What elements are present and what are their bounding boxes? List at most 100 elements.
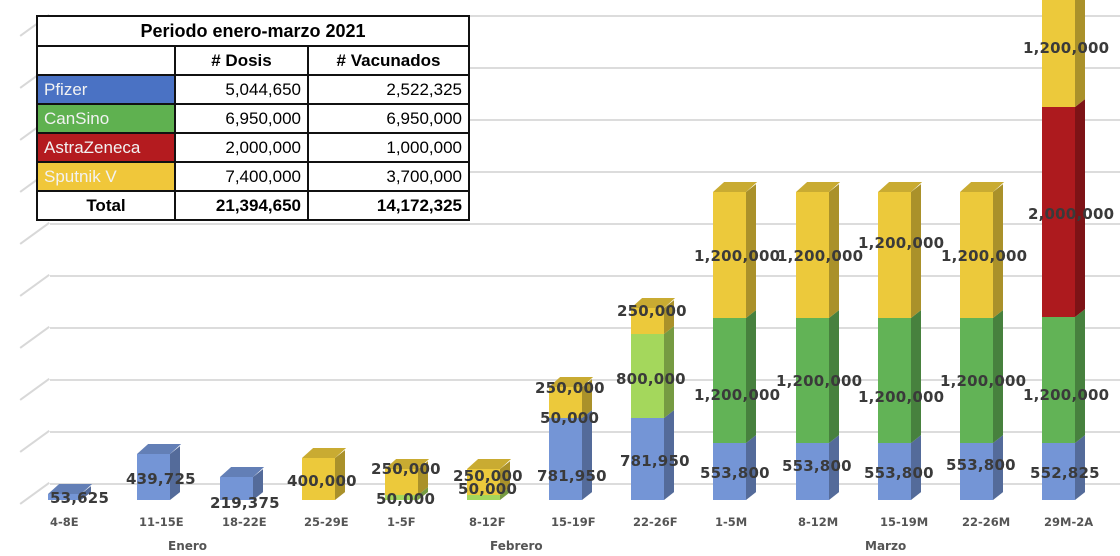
- table-row-pfizer: Pfizer 5,044,650 2,522,325: [36, 74, 470, 105]
- x-tick-label: 29M-2A: [1044, 515, 1094, 529]
- bar-segment-pfizer: [796, 435, 839, 500]
- data-label: 439,725: [126, 470, 196, 488]
- data-label: 250,000: [535, 379, 605, 397]
- bar-segment-pfizer: [549, 410, 592, 500]
- table-row-total: Total 21,394,650 14,172,325: [36, 190, 470, 221]
- vaccine-name: AstraZeneca: [36, 132, 176, 163]
- bar-segment-sputnik: [385, 461, 428, 495]
- vacunados-value: 6,950,000: [307, 103, 470, 134]
- gridline-depth: [19, 273, 50, 297]
- data-label: 2,000,000: [1028, 205, 1115, 223]
- gridline: [50, 171, 1120, 173]
- gridline: [50, 15, 1120, 17]
- vaccine-name: Pfizer: [36, 74, 176, 105]
- bar-segment-pfizer: [631, 410, 674, 500]
- data-label: 1,200,000: [776, 372, 863, 390]
- bar-segment-pfizer: [220, 469, 263, 500]
- data-label: 781,950: [537, 467, 607, 485]
- data-label: 553,800: [864, 464, 934, 482]
- data-label: 50,000: [458, 480, 518, 498]
- bar-segment-cansino: [878, 310, 921, 443]
- bar-segment-astrazeneca: [1042, 99, 1085, 318]
- x-tick-label: 8-12M: [798, 515, 839, 529]
- table-row-cansino: CanSino 6,950,000 6,950,000: [36, 103, 470, 134]
- x-group-label: Marzo: [865, 539, 907, 553]
- bar-segment-cansino_light: [385, 487, 428, 500]
- vaccine-name: CanSino: [36, 103, 176, 134]
- x-tick-label: 1-5F: [387, 515, 416, 529]
- data-label: 781,950: [620, 452, 690, 470]
- data-label: 1,200,000: [694, 247, 781, 265]
- gridline: [50, 275, 1120, 277]
- data-label: 553,800: [782, 457, 852, 475]
- data-label: 1,200,000: [858, 234, 945, 252]
- vacunados-value: 1,000,000: [307, 132, 470, 163]
- total-vacunados: 14,172,325: [307, 190, 470, 221]
- gridline-depth: [19, 429, 50, 453]
- data-label: 250,000: [617, 302, 687, 320]
- bar-segment-sputnik: [467, 461, 510, 495]
- bar-segment-sputnik: [631, 300, 674, 334]
- data-label: 50,000: [540, 409, 600, 427]
- vaccine-summary-table: Periodo enero-marzo 2021 # Dosis # Vacun…: [36, 15, 470, 221]
- data-label: 219,375: [210, 494, 280, 512]
- data-label: 50,000: [376, 490, 436, 508]
- bar-segment-pfizer: [137, 446, 180, 500]
- x-tick-label: 15-19M: [880, 515, 929, 529]
- total-label: Total: [36, 190, 176, 221]
- header-vacunados: # Vacunados: [307, 45, 470, 76]
- bar-segment-pfizer: [1042, 435, 1085, 500]
- data-label: 53,625: [50, 489, 110, 507]
- data-label: 1,200,000: [941, 247, 1028, 265]
- x-group-label: Febrero: [490, 539, 543, 553]
- data-label: 1,200,000: [940, 372, 1027, 390]
- data-label: 250,000: [371, 460, 441, 478]
- x-group-label: Enero: [168, 539, 208, 553]
- bar-segment-sputnik: [302, 450, 345, 500]
- data-label: 800,000: [616, 370, 686, 388]
- bar-segment-pfizer: [713, 435, 756, 500]
- bar-segment-sputnik: [1042, 0, 1085, 108]
- data-label: 1,200,000: [694, 386, 781, 404]
- header-empty: [36, 45, 176, 76]
- gridline: [50, 327, 1120, 329]
- bar-segment-cansino_light: [631, 326, 674, 418]
- gridline-depth: [19, 221, 50, 245]
- dosis-value: 7,400,000: [174, 161, 309, 192]
- bar-segment-pfizer: [48, 486, 91, 500]
- vaccine-name: Sputnik V: [36, 161, 176, 192]
- gridline-depth: [19, 377, 50, 401]
- table-row-sputnik: Sputnik V 7,400,000 3,700,000: [36, 161, 470, 192]
- bar-segment-cansino: [1042, 309, 1085, 443]
- x-tick-label: 25-29E: [304, 515, 349, 529]
- bar-segment-sputnik: [796, 184, 839, 318]
- gridline-depth: [19, 325, 50, 349]
- gridline: [50, 119, 1120, 121]
- x-tick-label: 1-5M: [715, 515, 748, 529]
- data-label: 552,825: [1030, 464, 1100, 482]
- gridline-depth: [19, 481, 50, 505]
- gridline: [50, 67, 1120, 69]
- bar-segment-sputnik: [878, 184, 921, 318]
- data-label: 400,000: [287, 472, 357, 490]
- total-dosis: 21,394,650: [174, 190, 309, 221]
- x-tick-label: 11-15E: [139, 515, 184, 529]
- vacunados-value: 3,700,000: [307, 161, 470, 192]
- bar-segment-cansino: [960, 310, 1003, 443]
- dosis-value: 5,044,650: [174, 74, 309, 105]
- data-label: 1,200,000: [858, 388, 945, 406]
- dosis-value: 2,000,000: [174, 132, 309, 163]
- gridline: [50, 223, 1120, 225]
- table-row-astrazeneca: AstraZeneca 2,000,000 1,000,000: [36, 132, 470, 163]
- bar-segment-cansino_light: [467, 487, 510, 500]
- dosis-value: 6,950,000: [174, 103, 309, 134]
- data-label: 1,200,000: [1023, 39, 1110, 57]
- data-label: 1,200,000: [1023, 386, 1110, 404]
- bar-segment-sputnik: [713, 184, 756, 318]
- x-tick-label: 4-8E: [50, 515, 79, 529]
- data-label: 553,800: [946, 456, 1016, 474]
- bar-segment-sputnik: [549, 379, 592, 418]
- vacunados-value: 2,522,325: [307, 74, 470, 105]
- x-tick-label: 8-12F: [469, 515, 506, 529]
